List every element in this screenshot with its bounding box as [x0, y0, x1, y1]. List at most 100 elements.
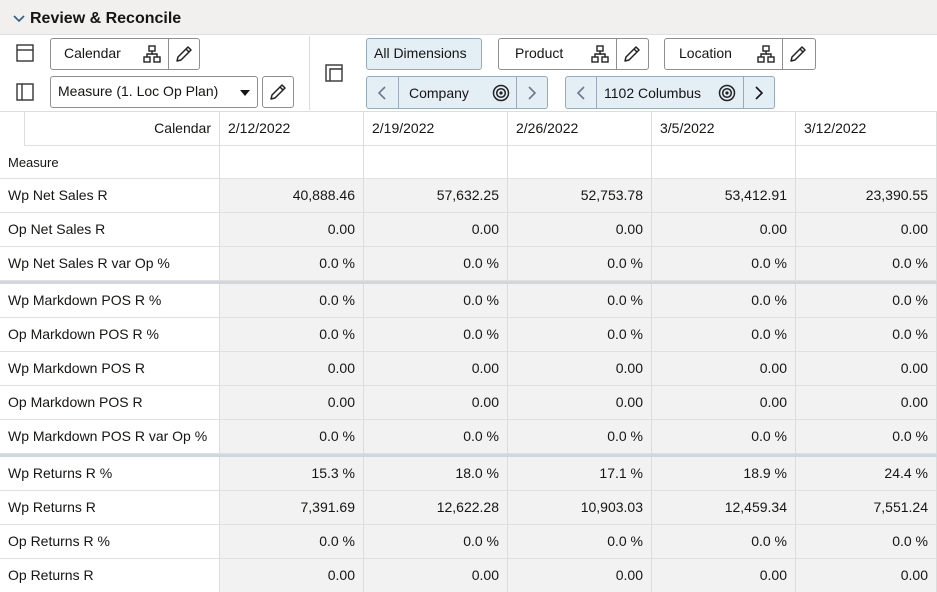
value-cell: 15.3 %	[220, 457, 364, 491]
previous-button[interactable]	[377, 86, 387, 100]
calendar-label: Calendar	[64, 45, 121, 61]
company-navigator[interactable]: Company	[366, 76, 548, 109]
value-cell: 0.00	[508, 213, 652, 247]
product-button[interactable]: Product	[498, 38, 649, 70]
location-label: Location	[679, 45, 732, 61]
value-cell: 53,412.91	[652, 179, 796, 213]
store-navigator[interactable]: 1102 Columbus	[565, 76, 775, 109]
column-header-blank	[796, 146, 937, 179]
value-cell: 0.0 %	[508, 525, 652, 559]
edit-icon[interactable]	[269, 83, 287, 101]
value-cell: 12,622.28	[364, 491, 508, 525]
divider	[398, 76, 399, 109]
value-cell: 0.00	[652, 386, 796, 420]
value-cell: 0.0 %	[796, 284, 937, 318]
divider	[516, 76, 517, 109]
column-header-blank	[364, 146, 508, 179]
divider	[743, 76, 744, 109]
value-cell: 18.9 %	[652, 457, 796, 491]
row-label: Op Net Sales R	[0, 213, 220, 247]
column-header-blank	[508, 146, 652, 179]
column-header: 2/26/2022	[508, 112, 652, 146]
company-label: Company	[409, 85, 469, 101]
row-label: Wp Net Sales R	[0, 179, 220, 213]
target-icon[interactable]	[718, 84, 736, 102]
value-cell: 0.0 %	[364, 318, 508, 352]
value-cell: 0.00	[220, 213, 364, 247]
collapse-icon[interactable]	[13, 14, 25, 24]
hierarchy-icon[interactable]	[591, 45, 609, 63]
value-cell: 0.0 %	[652, 318, 796, 352]
value-cell: 0.0 %	[652, 247, 796, 281]
row-label: Wp Markdown POS R	[0, 352, 220, 386]
row-label: Op Markdown POS R %	[0, 318, 220, 352]
value-cell: 0.0 %	[364, 420, 508, 454]
value-cell: 0.0 %	[796, 247, 937, 281]
value-cell: 57,632.25	[364, 179, 508, 213]
next-button[interactable]	[527, 86, 537, 100]
value-cell: 0.0 %	[796, 420, 937, 454]
all-dimensions-button[interactable]: All Dimensions	[366, 38, 482, 70]
value-cell: 0.00	[508, 386, 652, 420]
measure-label: Measure (1. Loc Op Plan)	[58, 83, 219, 99]
row-label: Wp Returns R %	[0, 457, 220, 491]
value-cell: 0.00	[220, 559, 364, 592]
value-cell: 0.0 %	[364, 247, 508, 281]
section-title: Review & Reconcile	[30, 10, 182, 27]
value-cell: 0.0 %	[220, 420, 364, 454]
row-label: Wp Markdown POS R var Op %	[0, 420, 220, 454]
value-cell: 0.00	[796, 386, 937, 420]
next-button[interactable]	[754, 86, 764, 100]
value-cell: 0.00	[220, 386, 364, 420]
value-cell: 0.00	[220, 352, 364, 386]
value-cell: 7,391.69	[220, 491, 364, 525]
column-header: 2/19/2022	[364, 112, 508, 146]
value-cell: 0.0 %	[652, 284, 796, 318]
layout-icon[interactable]	[16, 44, 34, 62]
hierarchy-icon[interactable]	[757, 45, 775, 63]
column-header: 2/12/2022	[220, 112, 364, 146]
calendar-button[interactable]: Calendar	[50, 38, 200, 70]
value-cell: 0.00	[796, 213, 937, 247]
value-cell: 0.0 %	[796, 318, 937, 352]
panel-icon[interactable]	[16, 83, 34, 101]
toolbar-divider	[309, 36, 310, 110]
hierarchy-icon[interactable]	[143, 45, 161, 63]
value-cell: 0.00	[652, 352, 796, 386]
value-cell: 0.0 %	[508, 420, 652, 454]
divider	[168, 38, 169, 70]
value-cell: 18.0 %	[364, 457, 508, 491]
value-cell: 23,390.55	[796, 179, 937, 213]
value-cell: 0.0 %	[796, 525, 937, 559]
group-separator	[0, 454, 937, 457]
edit-icon[interactable]	[789, 45, 807, 63]
value-cell: 7,551.24	[796, 491, 937, 525]
all-dimensions-label: All Dimensions	[374, 45, 467, 61]
value-cell: 12,459.34	[652, 491, 796, 525]
value-cell: 0.0 %	[220, 247, 364, 281]
value-cell: 0.00	[796, 559, 937, 592]
value-cell: 0.00	[364, 386, 508, 420]
value-cell: 0.0 %	[220, 525, 364, 559]
target-icon[interactable]	[492, 84, 510, 102]
edit-button[interactable]	[262, 76, 294, 108]
value-cell: 40,888.46	[220, 179, 364, 213]
column-header-blank	[652, 146, 796, 179]
location-button[interactable]: Location	[664, 38, 816, 70]
column-header: 3/12/2022	[796, 112, 937, 146]
corner-label: Calendar	[24, 112, 220, 146]
edit-icon[interactable]	[623, 45, 641, 63]
value-cell: 0.0 %	[220, 318, 364, 352]
measure-dropdown[interactable]: Measure (1. Loc Op Plan)	[50, 76, 258, 108]
edit-icon[interactable]	[175, 45, 193, 63]
product-label: Product	[515, 45, 564, 61]
row-label: Wp Markdown POS R %	[0, 284, 220, 318]
value-cell: 0.00	[364, 559, 508, 592]
column-header-blank	[220, 146, 364, 179]
row-label: Wp Net Sales R var Op %	[0, 247, 220, 281]
previous-button[interactable]	[576, 86, 586, 100]
value-cell: 0.0 %	[364, 525, 508, 559]
value-cell: 0.00	[508, 352, 652, 386]
pivot-icon[interactable]	[325, 64, 343, 82]
